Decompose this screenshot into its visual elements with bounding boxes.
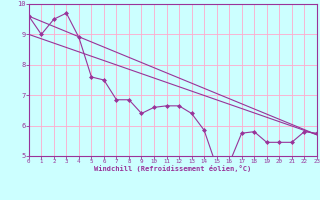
X-axis label: Windchill (Refroidissement éolien,°C): Windchill (Refroidissement éolien,°C) <box>94 165 252 172</box>
